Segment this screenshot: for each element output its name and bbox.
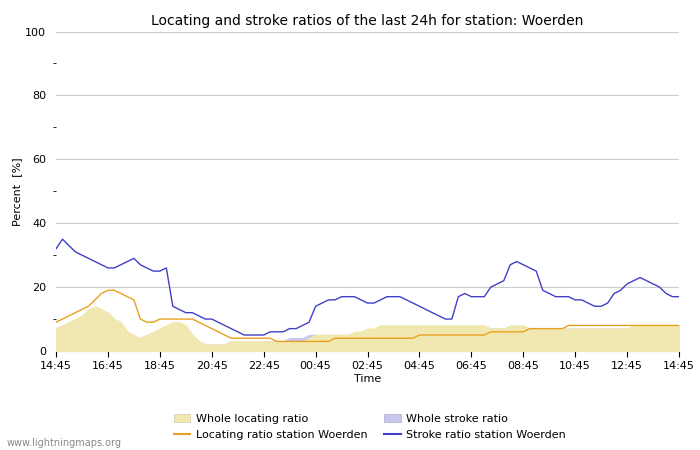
Locating ratio station Woerden <box>97 291 106 296</box>
Stroke ratio station Woerden <box>104 265 112 270</box>
Stroke ratio station Woerden <box>58 237 66 242</box>
Stroke ratio station Woerden <box>52 246 60 252</box>
Legend: Whole locating ratio, Locating ratio station Woerden, Whole stroke ratio, Stroke: Whole locating ratio, Locating ratio sta… <box>174 414 566 440</box>
Locating ratio station Woerden <box>421 332 430 338</box>
Locating ratio station Woerden <box>272 339 281 344</box>
Locating ratio station Woerden <box>220 332 229 338</box>
Stroke ratio station Woerden <box>545 291 554 296</box>
Locating ratio station Woerden <box>675 323 683 328</box>
Locating ratio station Woerden <box>104 288 112 293</box>
Stroke ratio station Woerden <box>421 307 430 312</box>
Locating ratio station Woerden <box>545 326 554 331</box>
Stroke ratio station Woerden <box>377 297 385 302</box>
Stroke ratio station Woerden <box>240 332 248 338</box>
Locating ratio station Woerden <box>52 320 60 325</box>
Locating ratio station Woerden <box>71 310 80 315</box>
Line: Locating ratio station Woerden: Locating ratio station Woerden <box>56 290 679 342</box>
Stroke ratio station Woerden <box>220 323 229 328</box>
X-axis label: Time: Time <box>354 374 381 384</box>
Text: www.lightningmaps.org: www.lightningmaps.org <box>7 438 122 448</box>
Stroke ratio station Woerden <box>78 252 86 258</box>
Title: Locating and stroke ratios of the last 24h for station: Woerden: Locating and stroke ratios of the last 2… <box>151 14 584 27</box>
Line: Stroke ratio station Woerden: Stroke ratio station Woerden <box>56 239 679 335</box>
Y-axis label: Percent  [%]: Percent [%] <box>13 157 22 225</box>
Locating ratio station Woerden <box>377 336 385 341</box>
Stroke ratio station Woerden <box>675 294 683 299</box>
